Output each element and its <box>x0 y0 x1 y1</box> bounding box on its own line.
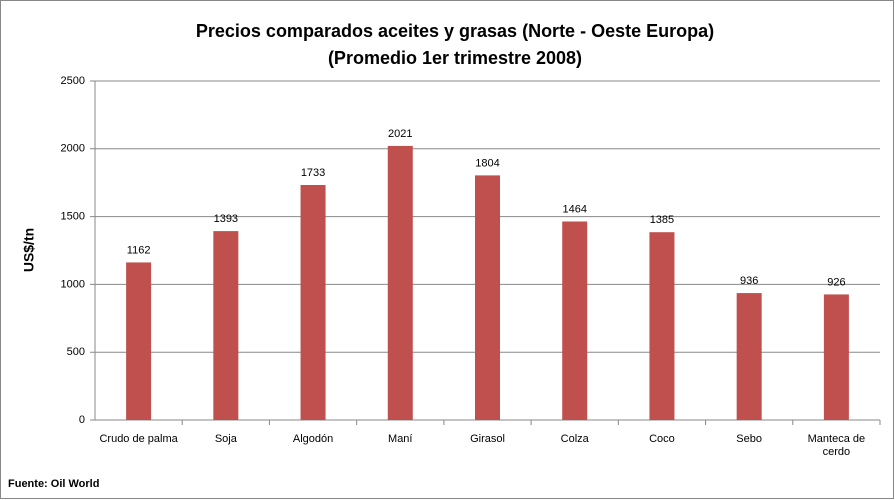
x-tick-label: Girasol <box>470 433 505 445</box>
bar <box>300 185 326 420</box>
y-tick-label: 1500 <box>61 211 85 223</box>
chart-title: Precios comparados aceites y grasas (Nor… <box>196 21 714 41</box>
data-label: 1804 <box>475 157 499 169</box>
bar <box>562 221 588 420</box>
source: Fuente: Oil World <box>8 478 99 490</box>
data-label: 1393 <box>214 213 238 225</box>
bar <box>213 231 239 420</box>
chart-title: (Promedio 1er trimestre 2008) <box>328 48 582 68</box>
data-label: 926 <box>827 276 845 288</box>
y-tick-label: 2500 <box>61 75 85 87</box>
bar <box>126 262 152 420</box>
x-tick-label: Colza <box>560 433 589 445</box>
data-label: 1385 <box>650 214 674 226</box>
bar <box>736 293 762 420</box>
y-tick-label: 1000 <box>61 278 85 290</box>
y-tick-label: 2000 <box>61 143 85 155</box>
x-tick-label: Soja <box>214 433 237 445</box>
bar <box>823 294 849 420</box>
data-label: 1162 <box>127 244 151 256</box>
x-tick-label: Crudo de palma <box>99 433 178 445</box>
y-tick-label: 0 <box>79 414 85 426</box>
x-tick-label: Algodón <box>292 433 334 445</box>
data-label: 2021 <box>388 128 412 140</box>
x-tick-label: Manteca de cerdo <box>807 433 866 458</box>
bar <box>649 232 675 420</box>
data-label: 1464 <box>562 203 586 215</box>
y-tick-label: 500 <box>67 346 85 358</box>
x-tick-label: Sebo <box>736 433 762 445</box>
y-axis-label: US$/tn <box>21 228 37 272</box>
x-tick-label: Maní <box>388 433 413 445</box>
bar <box>475 175 500 420</box>
data-label: 936 <box>740 275 758 287</box>
x-tick-label: Coco <box>649 433 675 445</box>
data-label: 1733 <box>301 167 325 179</box>
bar <box>387 145 413 420</box>
